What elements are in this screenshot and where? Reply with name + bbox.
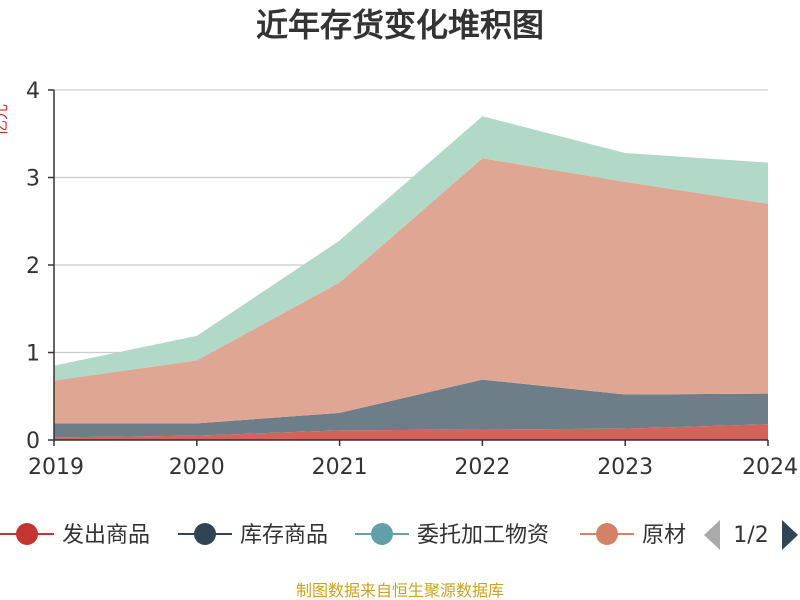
legend-label: 委托加工物资 [417,523,549,548]
legend-marker [16,523,38,545]
legend-prev-icon[interactable] [704,520,720,550]
legend-item[interactable]: 委托加工物资 [355,523,549,548]
chart-title: 近年存货变化堆积图 [256,6,544,44]
legend-label: 原材 [642,523,686,548]
legend-next-icon[interactable] [782,520,798,550]
x-tick-label: 2021 [312,455,368,480]
y-tick-label: 3 [26,167,40,192]
x-tick-label: 2022 [454,455,510,480]
legend-label: 库存商品 [240,523,328,548]
area-4 [54,116,768,381]
x-tick-label: 2020 [169,455,225,480]
y-tick-label: 1 [26,342,40,367]
legend-item[interactable]: 库存商品 [178,523,328,548]
data-source-note: 制图数据来自恒生聚源数据库 [296,581,504,600]
y-axis-label: 亿元 [0,104,10,136]
area-series [54,116,768,440]
x-tick-label: 2023 [597,455,653,480]
legend-marker [596,523,618,545]
area-1 [54,424,768,440]
tick-labels: 0 1 2 3 4 2019 2020 2021 2022 2023 2024 [26,79,798,480]
y-tick-label: 0 [26,429,40,454]
area-3 [54,158,768,424]
area-2 [54,379,768,438]
axes [48,89,769,446]
x-tick-label: 2019 [28,455,84,480]
legend-page-indicator: 1/2 [733,523,768,548]
legend-marker [194,523,216,545]
legend-label: 发出商品 [62,523,150,548]
legend-item[interactable]: 发出商品 [0,523,150,548]
legend[interactable]: 发出商品 库存商品 委托加工物资 原材 1/2 [0,520,798,550]
y-tick-label: 2 [26,254,40,279]
x-tick-label: 2024 [742,455,798,480]
y-tick-label: 4 [26,79,40,104]
legend-marker [371,523,393,545]
legend-item[interactable]: 原材 [580,523,686,548]
